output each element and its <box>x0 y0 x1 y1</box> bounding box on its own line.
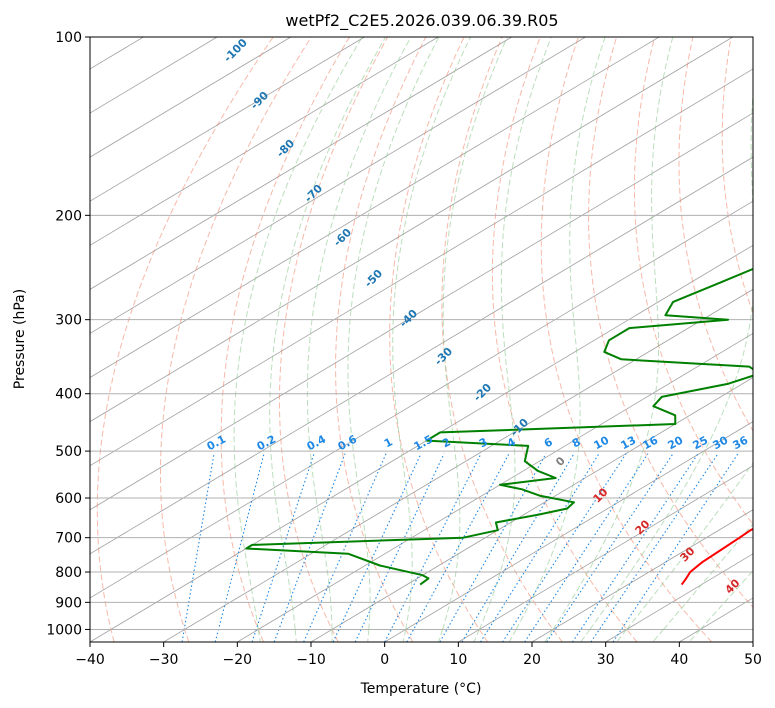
plot-frame <box>89 36 754 643</box>
y-tick-label: 600 <box>55 491 82 507</box>
isotherm-line <box>163 288 753 642</box>
moist-adiabat-line <box>544 37 674 642</box>
mixing-ratio-line <box>461 453 575 642</box>
isotherm-line <box>90 156 753 555</box>
isotherm-lines <box>90 37 753 642</box>
mixing-ratio-lines <box>181 453 739 642</box>
dry-adiabat-line <box>278 37 389 642</box>
moist-adiabat-line <box>233 37 363 642</box>
mixing-ratio-line <box>612 453 739 642</box>
isotherm-line <box>531 509 753 642</box>
mixing-ratio-line <box>524 453 649 642</box>
mixing-ratio-line <box>273 453 346 642</box>
dry-adiabat-line <box>588 37 753 608</box>
y-tick-label: 500 <box>55 444 82 460</box>
isotherm-line <box>90 37 586 334</box>
plot-area: 0.1 0.2 0.4 0.6 1 1.5 2 3 4 6 8 10 13 16 20 25 30 36-100-… <box>90 37 753 642</box>
dry-adiabat-line <box>160 37 312 642</box>
moist-adiabat-lines <box>233 37 753 642</box>
isotherm-line <box>90 244 753 642</box>
isotherm-line <box>90 37 660 378</box>
moist-adiabat-line <box>652 522 753 642</box>
mixing-ratio-label: 20 <box>666 433 686 452</box>
isotherm-line <box>384 421 753 642</box>
pressure-gridlines <box>90 37 753 630</box>
dry-adiabat-line <box>441 37 563 642</box>
x-tick-label: 20 <box>523 652 541 668</box>
y-tick-label: 400 <box>55 387 82 403</box>
mixing-ratio-line <box>354 453 445 642</box>
x-tick-label: 40 <box>670 652 688 668</box>
moist-adiabat-line <box>269 37 387 642</box>
x-tick-label: −20 <box>223 652 253 668</box>
moist-adiabat-line <box>438 37 508 642</box>
mixing-ratio-label: 10 <box>592 433 612 452</box>
y-tick-label: 900 <box>55 595 82 611</box>
dry-adiabat-lines <box>96 37 753 642</box>
y-tick-label: 700 <box>55 531 82 547</box>
mixing-ratio-label: 36 <box>731 433 751 452</box>
dry-adiabat-line <box>220 37 350 642</box>
x-axis-label: Temperature (°C) <box>360 681 482 697</box>
moist-adiabat-line <box>580 87 753 642</box>
mixing-ratio-line <box>214 453 265 642</box>
isotherm-line <box>90 37 733 423</box>
chart-title: wetPf2_C2E5.2026.039.06.39.R05 <box>285 11 558 31</box>
mixing-ratio-line <box>332 453 422 642</box>
x-tick-label: 10 <box>449 652 467 668</box>
moist-adiabat-line <box>508 37 606 642</box>
mixing-ratio-line <box>572 453 699 642</box>
moist-adiabat-line <box>473 37 552 642</box>
isotherm-line <box>90 68 753 467</box>
moist-adiabat-line <box>347 37 440 642</box>
y-tick-label: 300 <box>55 313 82 329</box>
isotherm-line <box>310 377 753 642</box>
y-tick-label: 200 <box>55 208 82 224</box>
mixing-ratio-line <box>439 453 547 642</box>
dry-adiabat-line <box>96 37 274 642</box>
temperature-profile-line <box>680 527 753 586</box>
x-tick-label: −10 <box>296 652 326 668</box>
isotherm-line <box>458 465 753 642</box>
x-tick-label: 0 <box>380 652 389 668</box>
sounding-series <box>245 267 753 586</box>
y-tick-label: 1000 <box>46 622 82 638</box>
dry-adiabat-line <box>633 37 753 526</box>
dry-adiabat-line <box>678 37 753 432</box>
x-tick-label: 50 <box>744 652 762 668</box>
moist-adiabat-line <box>688 569 753 642</box>
x-tick-label: −40 <box>75 652 105 668</box>
mixing-ratio-line <box>590 453 719 642</box>
mixing-ratio-label: 25 <box>691 434 711 453</box>
dewpoint-profile-line <box>245 267 753 586</box>
mixing-ratio-label: 13 <box>619 434 639 453</box>
mixing-ratio-line <box>479 453 600 642</box>
moist-adiabat-line <box>306 37 412 642</box>
dry-adiabat-line <box>540 37 713 642</box>
y-tick-label: 100 <box>55 30 82 46</box>
y-tick-label: 800 <box>55 565 82 581</box>
isotherm-line <box>90 37 439 246</box>
mixing-ratio-line <box>502 453 627 642</box>
isotherm-line <box>90 200 753 599</box>
mixing-ratio-line <box>384 453 482 642</box>
mixing-ratio-label: 16 <box>641 433 661 452</box>
y-axis-label: Pressure (hPa) <box>12 289 28 389</box>
x-tick-label: −30 <box>149 652 179 668</box>
isotherm-line <box>90 37 291 158</box>
isotherm-line <box>237 332 753 642</box>
mixing-ratio-label: 30 <box>711 433 731 452</box>
mixing-ratio-line <box>251 453 315 642</box>
moist-adiabat-line <box>616 462 753 642</box>
moist-adiabat-line <box>392 37 471 642</box>
dry-adiabat-line <box>491 37 638 642</box>
isotherm-line <box>90 37 365 202</box>
mixing-ratio-line <box>546 453 674 642</box>
isotherm-line <box>90 112 753 511</box>
x-axis-ticks: −40 −30 −20 −10 0 10 20 30 40 50 <box>75 642 762 668</box>
isotherm-line <box>90 37 512 290</box>
y-axis-ticks: 100 200 300 400 500 600 700 800 900 1000 <box>46 30 90 638</box>
x-tick-label: 30 <box>597 652 615 668</box>
